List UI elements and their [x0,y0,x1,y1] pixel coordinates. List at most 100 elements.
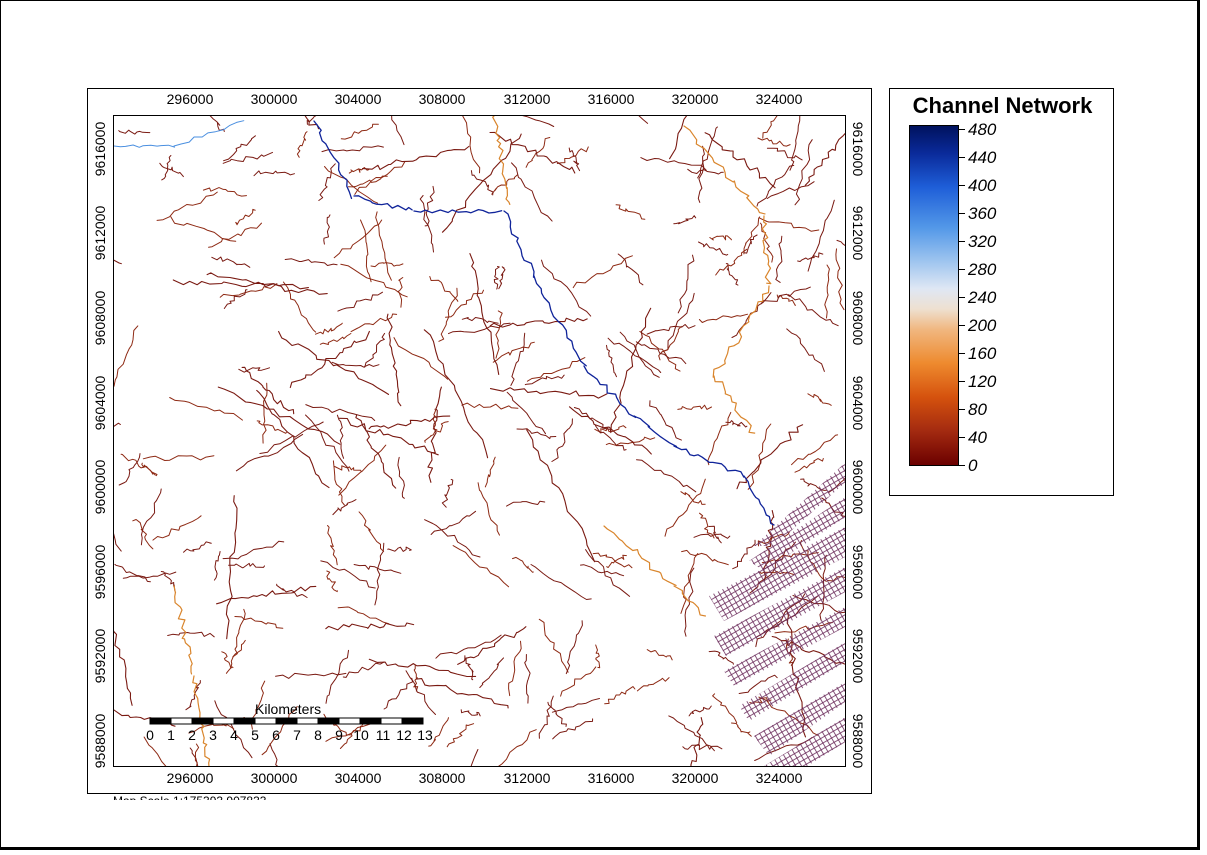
tributary-line [688,705,712,717]
tributary-line [794,139,813,206]
tributary-line [551,698,600,713]
tributary-line [680,491,706,505]
tributary-line [211,256,251,268]
tributary-line [120,453,156,476]
tributary-line [354,160,406,195]
tributary-line [646,649,673,661]
stream-line [489,387,608,399]
stream-line [368,415,451,430]
stream-line [669,116,688,160]
tributary-line [594,425,627,434]
stream-line [289,330,370,389]
tributary-line [762,116,778,139]
tributary-line [673,215,697,225]
map-view[interactable] [113,115,846,767]
tributary-line [649,400,682,441]
tributary-line [635,341,687,365]
stream-line [441,133,522,233]
tributary-line [595,644,601,669]
legend-label: 0 [968,456,978,475]
tributary-line [114,325,139,387]
tributary-line [305,414,350,472]
tributary-line [709,235,732,241]
tributary-line [498,729,537,766]
tributary-line [202,187,247,197]
tributary-line [375,211,392,281]
stream-line [386,313,402,407]
tributary-line [552,718,594,740]
tributary-line [429,276,459,302]
tributary-line [445,289,484,318]
tributary-line [662,292,695,352]
tributary-line [232,608,246,658]
tributary-line [766,181,815,199]
tributary-line [118,453,141,486]
x-tick-bottom: 320000 [671,770,719,786]
scale-bar-label: 2 [188,727,196,743]
tributary-line [617,253,644,286]
stream-line [415,678,509,709]
tributary-line [512,556,534,573]
stream-line [712,285,770,434]
tributary-line [725,420,748,428]
stream-line [206,272,328,295]
tributary-line [348,175,388,188]
y-tick-right: 9592000 [850,628,866,684]
tributary-line [324,166,378,204]
x-tick-top: 316000 [587,91,635,107]
tributary-line [132,519,154,550]
tributary-line [492,341,535,363]
tributary-line [794,458,824,473]
tributary-line [732,539,756,570]
x-tick-bottom: 312000 [503,770,551,786]
tributary-line [424,185,435,227]
tributary-line [435,634,502,659]
stream-line [492,116,511,205]
x-tick-bottom: 304000 [334,770,382,786]
tributary-line [213,551,221,581]
tributary-line [682,744,723,751]
tributary-line [510,332,526,386]
y-tick-right: 9608000 [850,290,866,346]
tributary-line [223,289,248,309]
tributary-line [114,422,121,427]
tributary-line [228,562,265,569]
tributary-line [387,546,412,552]
tributary-line [156,191,218,221]
tributary-line [636,677,670,692]
tributary-line [699,512,715,539]
tributary-line [744,234,758,254]
tributary-line [687,168,724,175]
legend-tick [959,465,965,466]
tributary-line [169,397,243,421]
tributary-line [681,549,729,566]
main-channel-line [114,120,245,148]
stream-line [361,145,470,171]
tributary-line [658,325,682,361]
stream-line [325,622,415,631]
legend-label: 80 [968,400,987,419]
scale-bar-label: 4 [230,727,238,743]
tributary-line [526,357,586,382]
y-tick-right: 9588000 [850,713,866,769]
tributary-line [323,214,331,245]
y-tick-left: 9608000 [92,290,108,346]
y-tick-right: 9616000 [850,121,866,177]
legend-color-ramp [909,125,959,466]
stream-line [469,253,500,375]
y-tick-left: 9588000 [92,713,108,769]
tributary-line [786,328,825,372]
tributary-line [318,163,336,201]
tributary-line [261,705,298,756]
legend-label: 280 [968,260,997,279]
tributary-line [470,170,494,196]
tributary-line [234,616,284,629]
tributary-line [364,332,386,368]
stream-line [683,125,772,285]
tributary-line [538,695,554,739]
tributary-line [677,254,695,314]
tributary-line [209,116,225,132]
scale-bar-title: Kilometers [255,701,322,717]
tributary-line [337,606,390,625]
scale-bar-label: 8 [314,727,322,743]
